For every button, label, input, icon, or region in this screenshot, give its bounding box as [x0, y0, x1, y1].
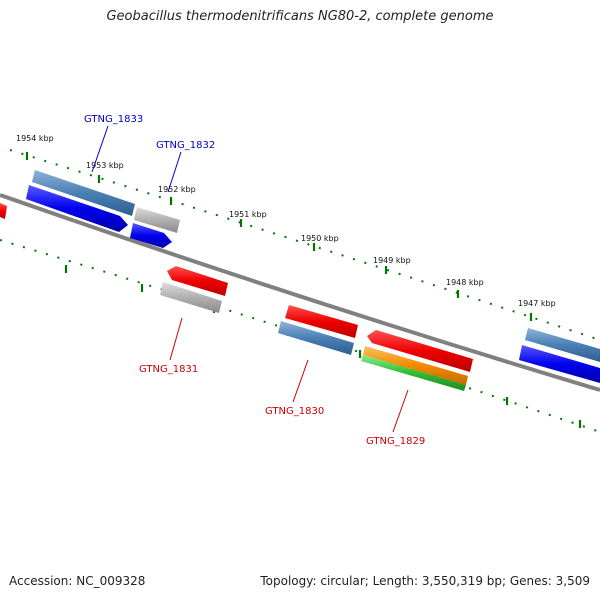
feature-arrow-gtng1829-red[interactable]: [367, 330, 473, 372]
feature-arrow-red-left-edge[interactable]: [0, 203, 7, 219]
gene-label-gtng1830[interactable]: GTNG_1830: [265, 406, 324, 417]
feature-bar-gtng1831-gray[interactable]: [160, 282, 222, 313]
tick-label-1954: 1954 kbp: [16, 134, 54, 143]
accession-text: Accession: NC_009328: [9, 574, 146, 588]
feature-bar-gtng1829-green[interactable]: [361, 355, 466, 391]
gene-label-gtng1833[interactable]: GTNG_1833: [84, 114, 143, 125]
tick-label-1952: 1952 kbp: [158, 185, 196, 194]
tick-row-lower: [0, 239, 600, 433]
gene-label-gtng1832[interactable]: GTNG_1832: [156, 140, 215, 151]
major-ticks: [25, 152, 582, 428]
feature-bar-gtng1833-steel[interactable]: [32, 170, 135, 216]
feature-arrow-gtng1830-red[interactable]: [285, 305, 358, 338]
feature-bar-gtng1832-gray[interactable]: [134, 207, 180, 233]
gene-label-gtng1831[interactable]: GTNG_1831: [139, 364, 198, 375]
feature-bar-gtng1830-steel[interactable]: [278, 321, 354, 355]
tick-label-1953: 1953 kbp: [86, 161, 124, 170]
leader-line-gtng1833: [91, 125, 109, 173]
genome-summary-text: Topology: circular; Length: 3,550,319 bp…: [260, 574, 590, 588]
leader-line-gtng1832: [167, 151, 182, 193]
tick-label-1950: 1950 kbp: [301, 234, 339, 243]
feature-arrow-right-edge-blue[interactable]: [519, 345, 600, 383]
tick-row-upper: [9, 149, 600, 341]
tick-label-1947: 1947 kbp: [518, 299, 556, 308]
tick-label-1948: 1948 kbp: [446, 278, 484, 287]
leader-line-gtng1831: [169, 317, 183, 361]
feature-bar-gtng1829-orange[interactable]: [363, 346, 468, 385]
leader-line-gtng1830: [292, 359, 309, 403]
genome-backbone: [0, 193, 600, 392]
tick-label-1949: 1949 kbp: [373, 256, 411, 265]
map-title: Geobacillus thermodenitrificans NG80-2, …: [106, 9, 494, 24]
feature-arrow-gtng1833-blue[interactable]: [26, 185, 128, 232]
feature-arrow-gtng1832-blue[interactable]: [130, 223, 172, 248]
feature-bar-right-edge-steel[interactable]: [525, 328, 600, 362]
leader-line-gtng1829: [392, 389, 409, 433]
tick-label-1951: 1951 kbp: [229, 210, 267, 219]
feature-arrow-gtng1831-red[interactable]: [167, 266, 228, 296]
gene-label-gtng1829[interactable]: GTNG_1829: [366, 436, 425, 447]
